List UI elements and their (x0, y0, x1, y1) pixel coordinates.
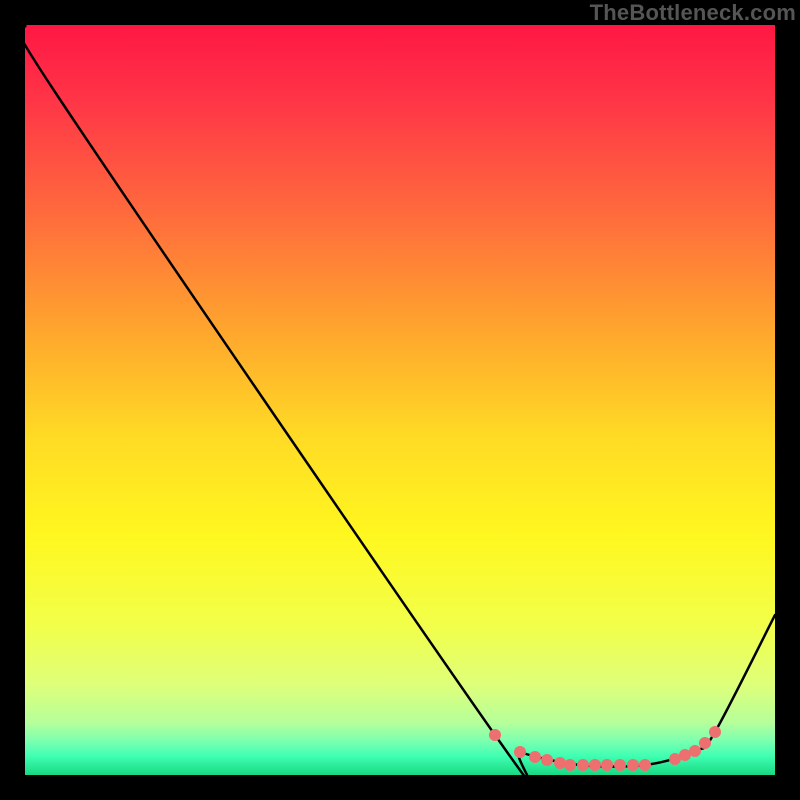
data-marker (514, 746, 526, 758)
data-marker (639, 759, 651, 771)
data-marker (699, 737, 711, 749)
attribution-text: TheBottleneck.com (590, 0, 796, 26)
data-marker (554, 757, 566, 769)
data-marker (529, 751, 541, 763)
data-marker (689, 745, 701, 757)
data-marker (601, 759, 613, 771)
data-marker (709, 726, 721, 738)
chart-svg (25, 25, 775, 775)
data-marker (614, 759, 626, 771)
data-marker (627, 759, 639, 771)
bottleneck-chart (25, 25, 775, 775)
data-marker (577, 759, 589, 771)
data-marker (541, 754, 553, 766)
data-marker (589, 759, 601, 771)
chart-background (25, 25, 775, 775)
data-marker (564, 759, 576, 771)
data-marker (489, 729, 501, 741)
